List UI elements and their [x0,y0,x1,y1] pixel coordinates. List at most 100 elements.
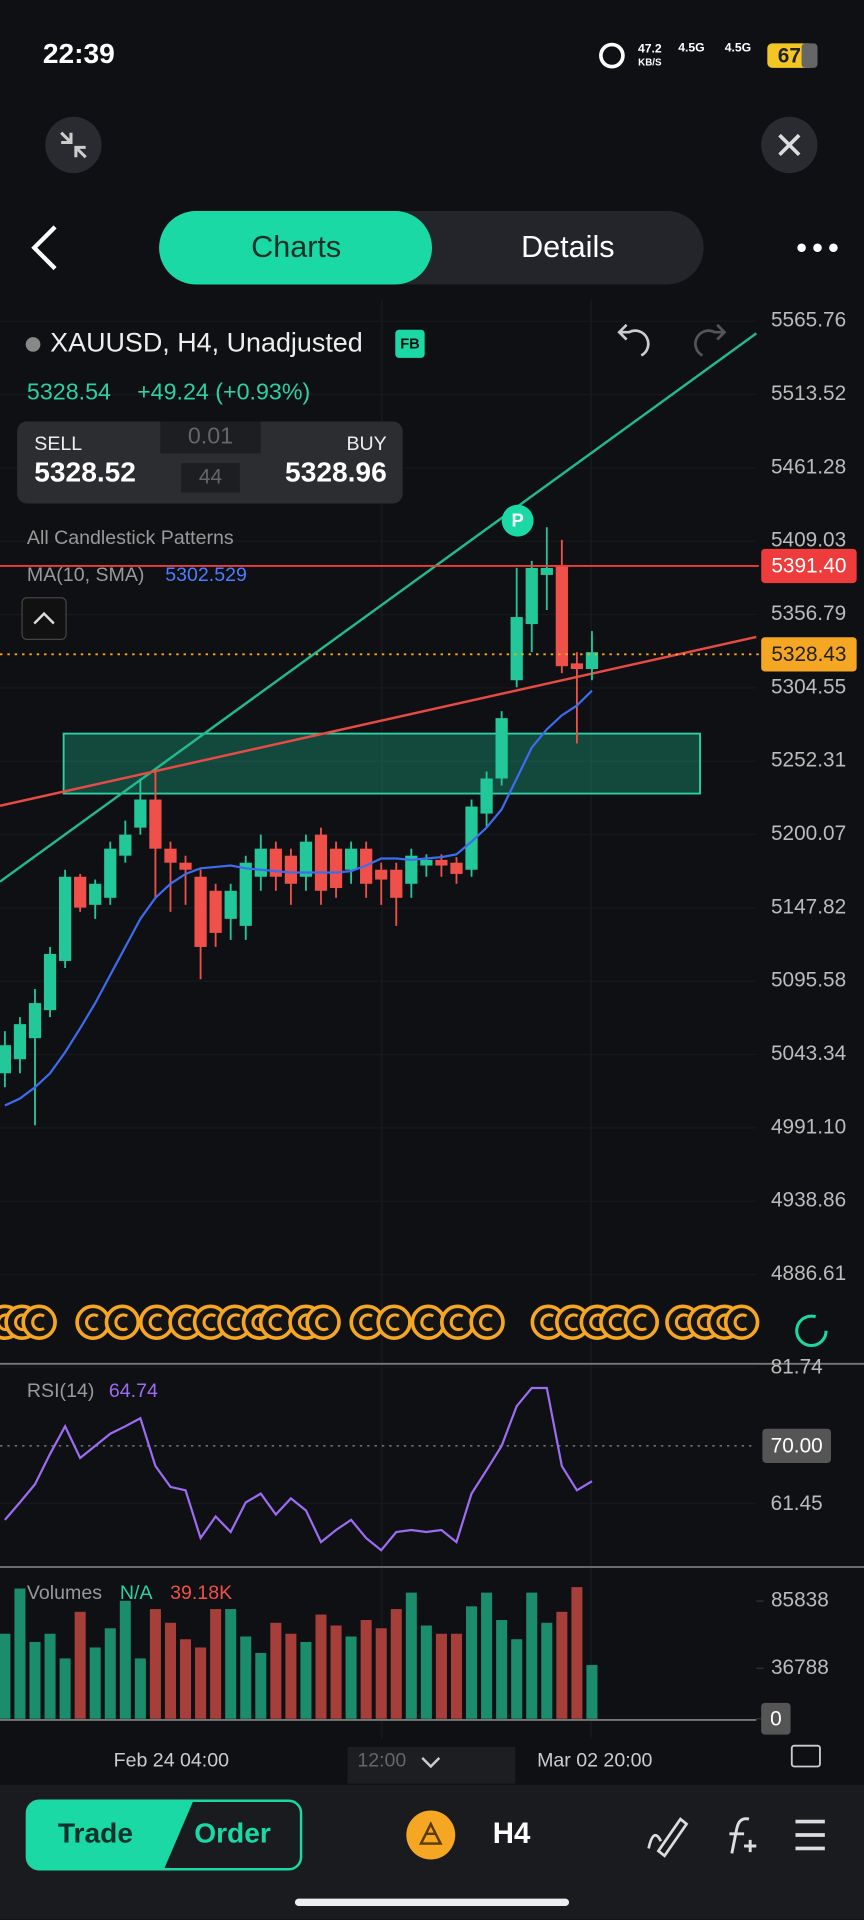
spread: 44 [199,465,222,488]
event-icon-glyph [31,1313,45,1332]
event-icon [623,1304,660,1340]
volume-bar [330,1625,342,1719]
candle-body [450,862,463,874]
status-dot [25,337,41,352]
price-label-box [761,548,857,584]
dropdown-icon[interactable] [421,1757,441,1769]
battery-empty [801,43,818,68]
volume-bar [29,1641,41,1719]
volume-title: Volumes [27,1582,102,1604]
rsi-value: 64.74 [109,1380,158,1402]
y-tick-label: 5147.82 [771,895,846,918]
network-type: 4.5G [678,41,705,55]
volume-bar [74,1611,86,1719]
ma-line [4,689,593,1107]
indicator-button[interactable] [729,1817,757,1854]
x-tick-label: Mar 02 20:00 [537,1750,652,1772]
event-icon-glyph [315,1313,329,1332]
close-icon [778,133,801,157]
volume-bar [0,1633,11,1719]
battery-level: 67 [778,44,801,67]
price-label: 5328.43 [771,643,846,666]
event-icon-glyph [114,1313,129,1332]
y-tick-label: 5304.55 [771,675,846,698]
redo-button[interactable] [694,323,727,357]
order-button[interactable]: Order [194,1817,271,1848]
volume-bar [405,1592,417,1719]
volume-bar [526,1592,538,1719]
candle-body [495,718,508,779]
price-change: +49.24 (+0.93%) [137,379,310,405]
volume-bar [240,1636,252,1719]
alarm-icon [599,42,625,69]
candle-body [194,876,207,947]
event-icon-glyph [589,1313,603,1332]
volume-bar [119,1600,131,1719]
event-icon [104,1304,141,1340]
y-tick-label: 81.74 [771,1356,823,1379]
trend-line [0,635,757,807]
timeframe[interactable]: H4 [493,1817,531,1850]
event-icon [305,1304,341,1340]
volume-bar [496,1620,508,1719]
sell-label[interactable]: SELL [34,433,82,455]
sell-price[interactable]: 5328.52 [34,457,136,488]
last-price: 5328.54 [27,379,111,405]
candle-body [465,806,478,870]
status-time: 22:39 [43,38,115,69]
y-tick-label: 5356.79 [771,602,846,625]
net-speed-unit: KB/S [638,58,662,69]
menu-button[interactable] [795,1819,825,1851]
event-icons [0,1304,760,1340]
collapse-icon [33,611,55,625]
minimize-button[interactable] [45,116,102,174]
event-icon-glyph [449,1313,464,1332]
tab-active[interactable] [159,211,432,285]
volume-bar [466,1606,478,1719]
volume-bar [285,1633,297,1719]
event-icon-glyph [733,1313,748,1332]
volume-bar [435,1633,447,1719]
candle-body [254,848,267,877]
volume-bar [541,1622,553,1719]
candle-body [149,799,162,849]
candle-body [540,567,553,575]
tab-details[interactable]: Details [521,230,614,264]
badge [395,329,425,358]
candle-body [119,834,132,856]
draw-tool-button[interactable] [647,1817,689,1858]
lot-box[interactable] [160,421,261,454]
candle-body [420,859,433,866]
fullscreen-button[interactable] [790,1744,821,1768]
ma-label: MA(10, SMA) [27,564,144,586]
event-icon-glyph [540,1313,554,1332]
candle-body [13,1024,27,1060]
volume-bar [255,1652,267,1719]
trade-button[interactable]: Trade [58,1817,133,1848]
y-tick-label: 61.45 [771,1492,823,1515]
buy-label[interactable]: BUY [346,433,386,455]
reset-button[interactable] [795,1314,828,1348]
buy-price[interactable]: 5328.96 [285,457,387,488]
symbol-icon-glyph [419,1821,443,1845]
undo-button[interactable] [617,323,650,357]
event-icon-glyph [564,1313,579,1332]
event-icon-glyph [674,1313,689,1332]
volume-bar [89,1647,101,1719]
y-tick-label: 4938.86 [771,1189,846,1212]
candle-body [209,890,222,933]
trend-line [0,332,758,883]
more-button[interactable] [797,243,838,253]
collapse-button[interactable] [21,597,67,640]
ma-value: 5302.529 [165,564,247,586]
trade-active[interactable] [26,1800,194,1870]
y-tick-label: 70.00 [771,1435,823,1458]
volume-bar [210,1609,222,1719]
home-indicator [294,1898,570,1906]
back-button[interactable] [31,225,57,271]
volume-bar [59,1658,71,1719]
rsi-title: RSI(14) [27,1380,94,1402]
event-icon [376,1304,412,1340]
patterns-label: All Candlestick Patterns [27,527,234,549]
tab-charts[interactable]: Charts [251,230,341,264]
